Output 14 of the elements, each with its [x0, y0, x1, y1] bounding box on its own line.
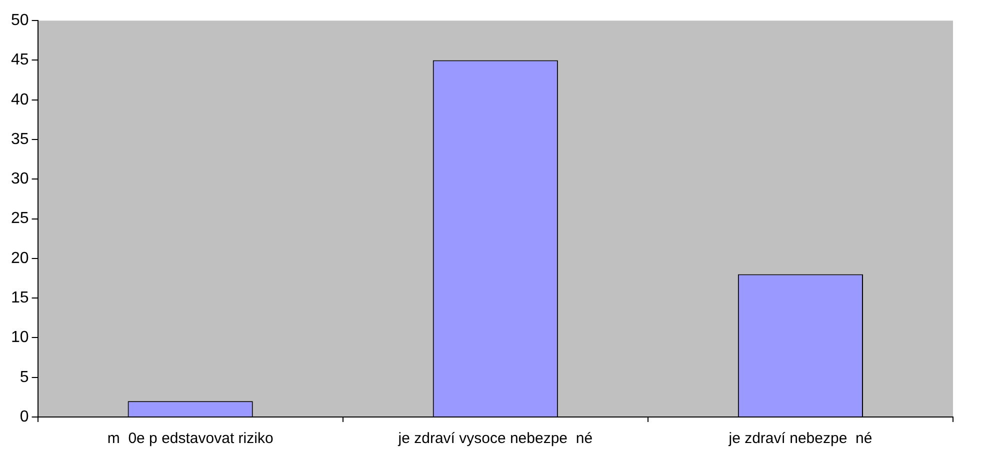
y-tick-label: 15: [11, 289, 29, 306]
y-tick-label: 5: [20, 368, 29, 386]
y-tick-label: 50: [11, 12, 29, 30]
y-tick-label: 30: [11, 170, 29, 188]
y-tick-label: 0: [20, 408, 29, 426]
x-tick-label: je zdraví vysoce nebezpe né: [397, 430, 593, 448]
y-tick-label: 35: [11, 130, 29, 148]
x-tick-label: je zdraví nebezpe né: [728, 430, 872, 448]
x-tick-label: m 0e p edstavovat riziko: [107, 430, 274, 448]
y-tick-label: 20: [11, 250, 29, 267]
y-tick-label: 40: [11, 91, 29, 108]
y-tick-label: 25: [11, 210, 29, 228]
y-tick-label: 45: [11, 52, 29, 69]
y-tick-label: 10: [11, 329, 29, 346]
